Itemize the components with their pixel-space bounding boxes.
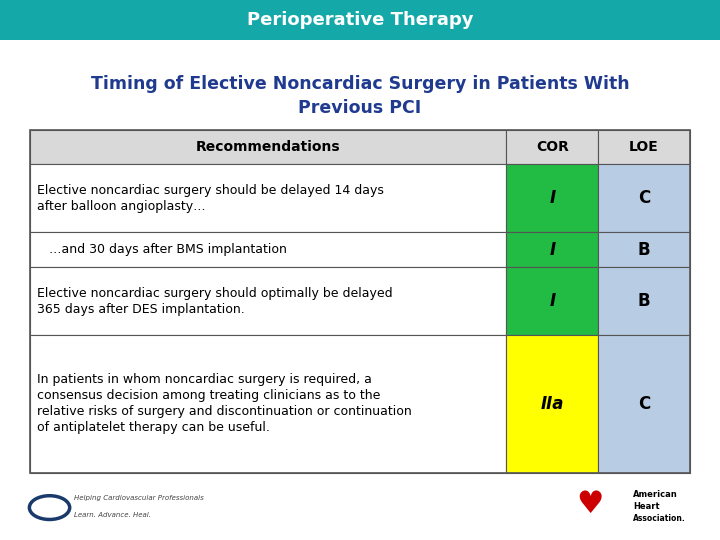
Text: Recommendations: Recommendations <box>196 140 341 154</box>
Text: C: C <box>638 189 650 207</box>
Text: ♥: ♥ <box>577 490 604 519</box>
Text: B: B <box>638 292 650 310</box>
Text: I: I <box>549 292 555 310</box>
Text: Perioperative Therapy: Perioperative Therapy <box>247 11 473 29</box>
Text: In patients in whom noncardiac surgery is required, a
consensus decision among t: In patients in whom noncardiac surgery i… <box>37 374 412 434</box>
Text: C: C <box>638 395 650 413</box>
Text: …and 30 days after BMS implantation: …and 30 days after BMS implantation <box>37 243 287 256</box>
Text: Association.: Association. <box>633 514 685 523</box>
Text: Previous PCI: Previous PCI <box>298 99 422 117</box>
Text: Helping Cardiovascular Professionals: Helping Cardiovascular Professionals <box>73 495 204 501</box>
Text: Elective noncardiac surgery should be delayed 14 days
after balloon angioplasty…: Elective noncardiac surgery should be de… <box>37 184 384 213</box>
Text: Heart: Heart <box>633 502 660 511</box>
Text: Elective noncardiac surgery should optimally be delayed
365 days after DES impla: Elective noncardiac surgery should optim… <box>37 287 393 315</box>
Text: COR: COR <box>536 140 569 154</box>
Text: IIa: IIa <box>541 395 564 413</box>
Text: LOE: LOE <box>629 140 659 154</box>
Text: I: I <box>549 241 555 259</box>
Text: Learn. Advance. Heal.: Learn. Advance. Heal. <box>73 512 150 518</box>
Text: B: B <box>638 241 650 259</box>
Text: Timing of Elective Noncardiac Surgery in Patients With: Timing of Elective Noncardiac Surgery in… <box>91 75 629 93</box>
Text: I: I <box>549 189 555 207</box>
Text: American: American <box>633 490 678 499</box>
